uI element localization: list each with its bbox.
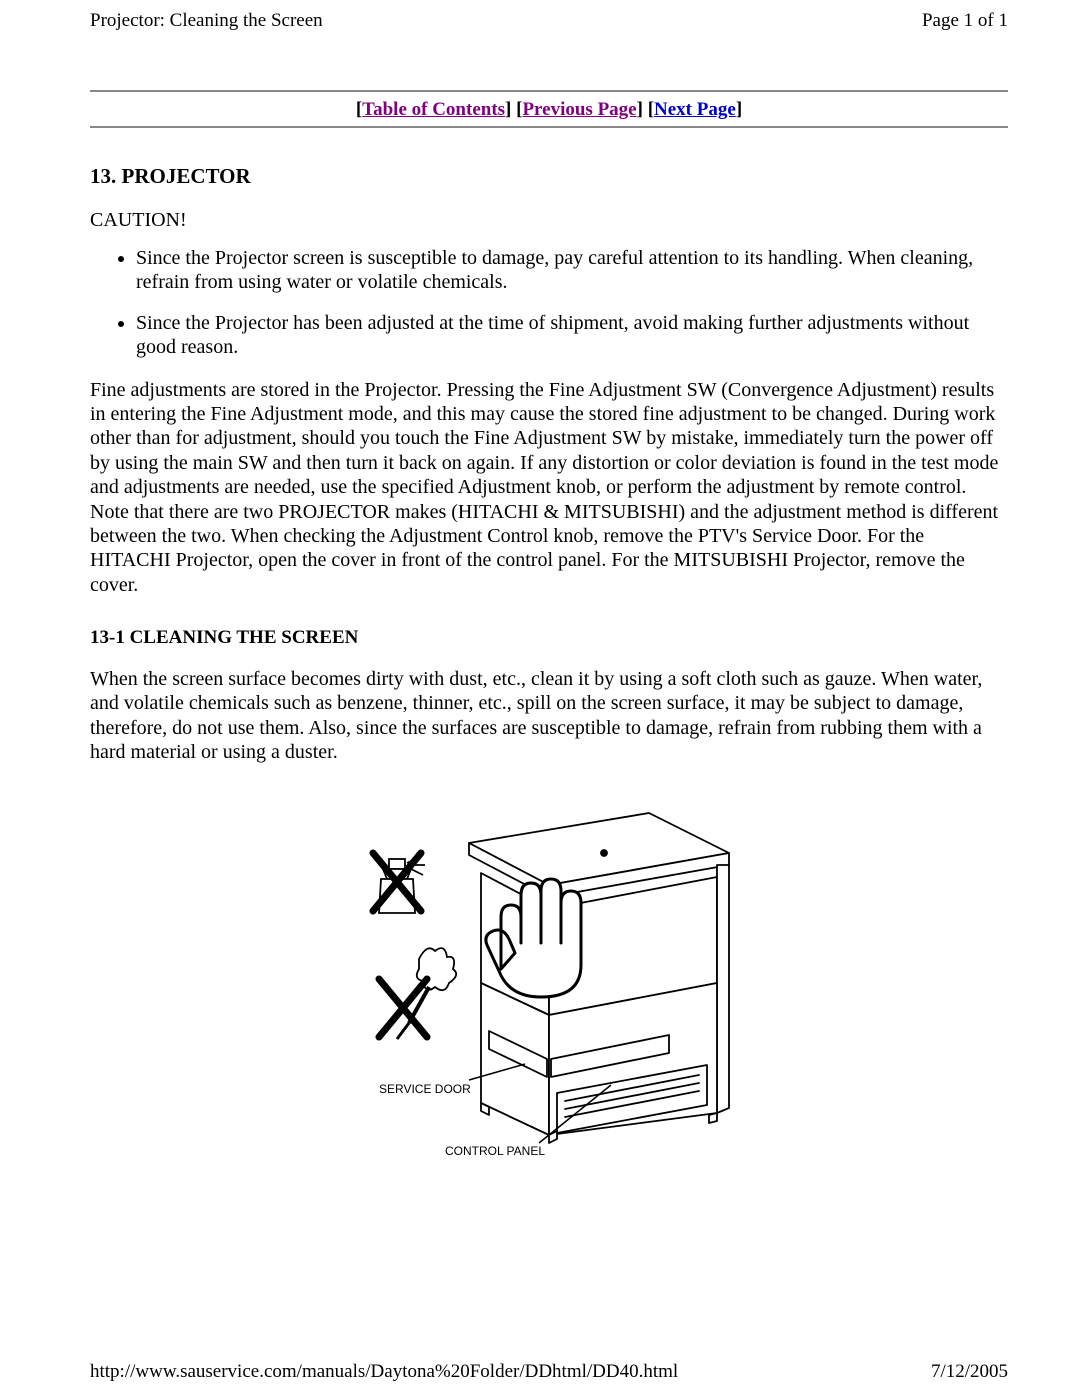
projector-svg: SERVICE DOOR CONTROL PANEL xyxy=(349,783,749,1173)
projector-diagram: SERVICE DOOR CONTROL PANEL xyxy=(90,783,1008,1178)
list-item: Since the Projector has been adjusted at… xyxy=(136,311,1008,360)
prev-page-link[interactable]: Previous Page xyxy=(522,99,636,120)
control-panel-label: CONTROL PANEL xyxy=(445,1144,545,1158)
sub-section-body: When the screen surface becomes dirty wi… xyxy=(90,667,1008,765)
toc-link[interactable]: Table of Contents xyxy=(362,99,505,120)
nav-links: [Table of Contents] [Previous Page] [Nex… xyxy=(90,92,1008,126)
section-title: 13. PROJECTOR xyxy=(90,164,1008,189)
divider-bottom xyxy=(90,126,1008,128)
caution-list: Since the Projector screen is susceptibl… xyxy=(90,246,1008,360)
page-title: Projector: Cleaning the Screen xyxy=(90,10,323,32)
footer-url: http://www.sauservice.com/manuals/Dayton… xyxy=(90,1361,678,1383)
footer-date: 7/12/2005 xyxy=(931,1361,1008,1383)
caution-label: CAUTION! xyxy=(90,209,1008,232)
list-item: Since the Projector screen is susceptibl… xyxy=(136,246,1008,295)
section-body: Fine adjustments are stored in the Proje… xyxy=(90,378,1008,598)
next-page-link[interactable]: Next Page xyxy=(654,99,736,120)
sub-section-title: 13-1 CLEANING THE SCREEN xyxy=(90,627,1008,649)
service-door-label: SERVICE DOOR xyxy=(379,1082,471,1096)
page-indicator: Page 1 of 1 xyxy=(922,10,1008,32)
